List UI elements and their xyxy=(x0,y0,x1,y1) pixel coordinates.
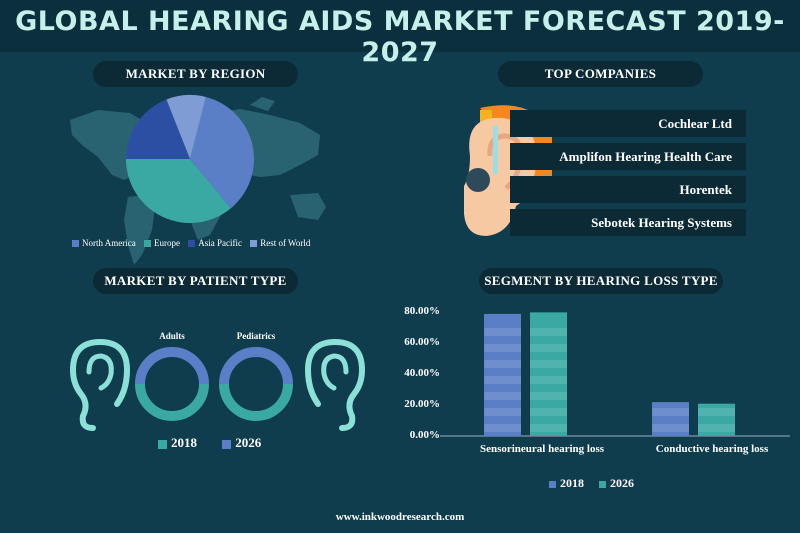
bar-stripe xyxy=(484,408,521,416)
bar-stripe xyxy=(530,376,567,384)
bar-stripe xyxy=(530,424,567,432)
segment-legend: 2018 2026 xyxy=(549,476,634,491)
pie-slice xyxy=(190,97,254,209)
legend-label: 2018 xyxy=(560,476,584,490)
bar xyxy=(484,313,521,436)
swatch xyxy=(222,439,232,449)
bar xyxy=(530,312,567,436)
bar-stripe xyxy=(484,360,521,368)
y-tick-label: 60.00% xyxy=(404,336,440,348)
legend-item: Rest of World xyxy=(250,238,310,248)
y-tick-label: 40.00% xyxy=(404,367,440,379)
bar-stripe xyxy=(530,344,567,352)
bar-stripe xyxy=(698,408,735,416)
y-tick-label: 80.00% xyxy=(404,305,440,317)
patient-ring-chart xyxy=(135,347,293,421)
legend-item: 2026 xyxy=(599,476,634,490)
legend-item: 2018 xyxy=(158,435,197,450)
legend-label: Europe xyxy=(153,238,180,248)
company-item: Amplifon Hearing Health Care xyxy=(510,143,746,170)
ring-segment xyxy=(135,383,209,421)
swatch xyxy=(72,240,79,248)
bar-stripe xyxy=(530,328,567,336)
region-chart xyxy=(70,95,326,265)
pie-slice xyxy=(126,159,231,223)
page-title: GLOBAL HEARING AIDS MARKET FORECAST 2019… xyxy=(15,6,785,68)
footer-url: www.inkwoodresearch.com xyxy=(335,511,465,523)
legend-label: Asia Pacific xyxy=(198,238,242,248)
swatch xyxy=(250,240,258,248)
ring-segment xyxy=(219,347,293,385)
pie-slice xyxy=(126,99,190,159)
bar-stripe xyxy=(530,392,567,400)
title-bar xyxy=(0,0,800,52)
bar-stripe xyxy=(484,344,521,352)
company-item: Cochlear Ltd xyxy=(510,110,746,137)
x-tick-label: Sensorineural hearing loss xyxy=(479,443,605,455)
ring-label-pediatrics: Pediatrics xyxy=(236,331,276,341)
patient-legend: 2018 2026 xyxy=(158,435,261,451)
legend-item: North America xyxy=(72,238,136,248)
legend-label: 2026 xyxy=(235,435,262,450)
bar-stripe xyxy=(484,376,521,384)
company-item: Sebotek Hearing Systems xyxy=(510,209,746,236)
bar xyxy=(698,403,735,436)
legend-label: North America xyxy=(82,238,136,248)
segment-bar-chart xyxy=(440,312,790,437)
ear-icon xyxy=(69,338,131,431)
company-item: Horentek xyxy=(510,176,746,203)
section-title-region: MARKET BY REGION xyxy=(93,61,298,87)
swatch xyxy=(143,240,151,248)
bar-stripe xyxy=(698,424,735,432)
bar-stripe xyxy=(484,392,521,400)
pie-slice xyxy=(166,95,206,159)
legend-item: 2026 xyxy=(222,435,261,450)
ring-segment xyxy=(135,347,209,385)
bar-stripe xyxy=(530,408,567,416)
bar-stripe xyxy=(652,408,689,416)
legend-item: 2018 xyxy=(549,476,584,490)
swatch xyxy=(188,240,196,248)
swatch xyxy=(599,480,606,488)
bar-stripe xyxy=(484,328,521,336)
y-tick-label: 20.00% xyxy=(404,398,440,410)
legend-item: Europe xyxy=(143,238,180,248)
x-tick-label: Conductive hearing loss xyxy=(655,443,769,455)
legend-label: 2026 xyxy=(610,476,634,490)
bar-stripe xyxy=(484,424,521,432)
legend-label: Rest of World xyxy=(260,238,311,248)
swatch xyxy=(549,480,556,488)
swatch xyxy=(158,439,167,449)
section-title-companies: TOP COMPANIES xyxy=(498,61,703,87)
bar-stripe xyxy=(530,360,567,368)
legend-label: 2018 xyxy=(171,435,197,450)
section-title-segment: SEGMENT BY HEARING LOSS TYPE xyxy=(479,268,723,294)
ring-label-adults: Adults xyxy=(159,331,185,341)
bar-stripe xyxy=(652,424,689,432)
section-title-patient: MARKET BY PATIENT TYPE xyxy=(93,268,298,294)
ear-icon xyxy=(304,338,366,431)
y-tick-label: 0.00% xyxy=(409,429,440,441)
bar xyxy=(652,402,689,436)
legend-item: Asia Pacific xyxy=(188,238,242,248)
region-legend: North America Europe Asia Pacific Rest o… xyxy=(72,238,316,248)
ring-segment xyxy=(219,383,293,421)
